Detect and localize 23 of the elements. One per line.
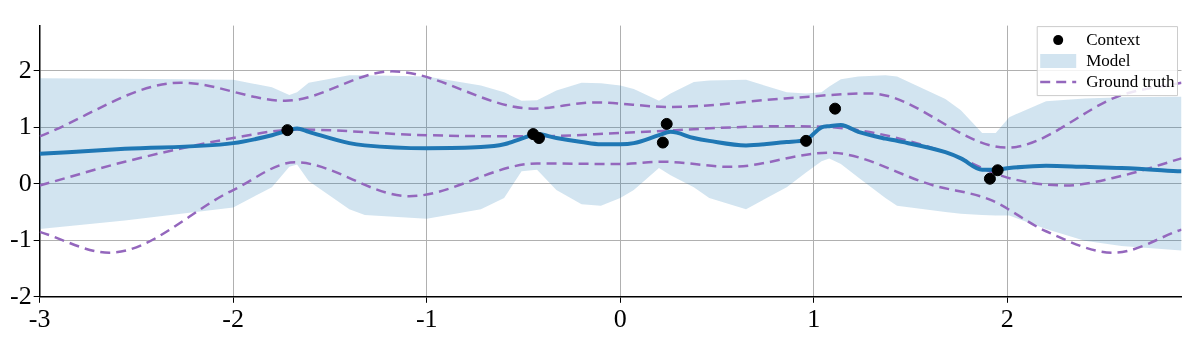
point (991, 164, 1004, 177)
point (532, 132, 545, 145)
legend-label: Context (1086, 29, 1141, 49)
legend-label: Ground truth (1086, 71, 1175, 91)
y-tick-label: 0 (18, 167, 32, 197)
point (660, 117, 673, 130)
line-series (39, 151, 1182, 254)
x-tick-label: -1 (415, 304, 438, 334)
x-tick-label: 1 (807, 304, 821, 334)
y-tick-label: 1 (18, 111, 32, 141)
point (656, 136, 669, 149)
point (281, 124, 294, 137)
point (800, 134, 813, 147)
x-tick-label: 2 (1000, 304, 1014, 334)
point (983, 172, 996, 185)
x-tick-label: 0 (613, 304, 627, 334)
legend-label: Model (1086, 50, 1131, 70)
line-series (39, 124, 1182, 187)
line-series (39, 70, 1182, 149)
x-tick-label: -2 (222, 304, 245, 334)
point (829, 102, 842, 115)
y-tick-label: -1 (9, 224, 32, 254)
y-tick-label: 2 (18, 54, 32, 84)
